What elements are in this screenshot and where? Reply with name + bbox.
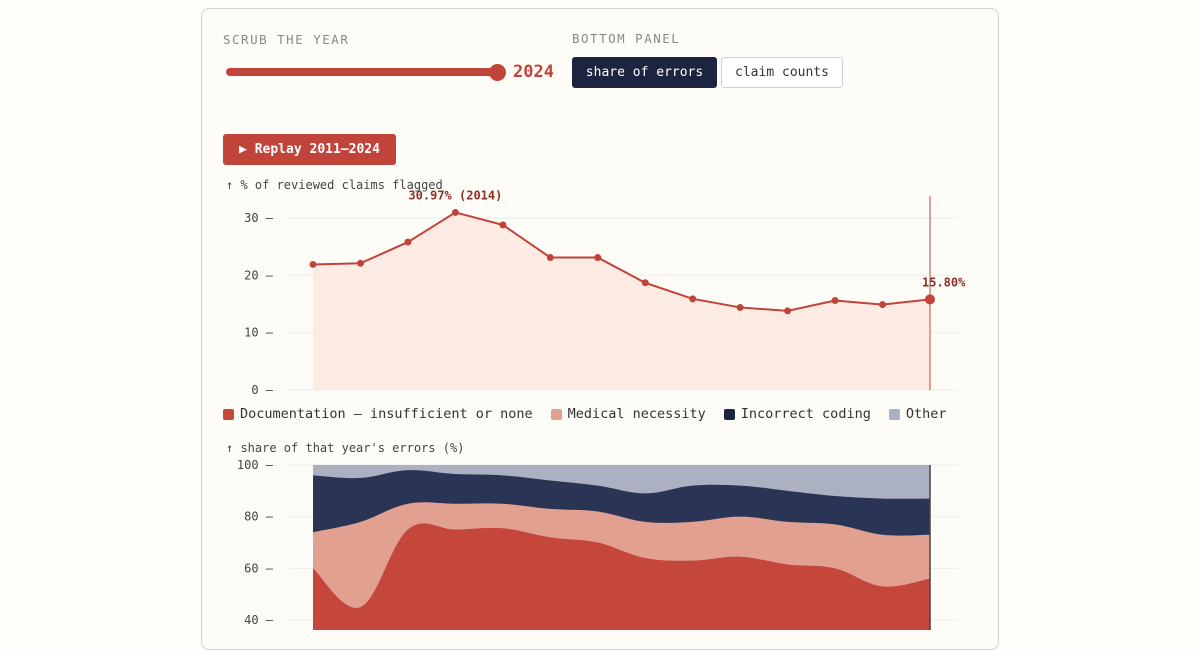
documentation-area	[313, 523, 930, 630]
bottom-y-tick-label: 40 —	[244, 613, 274, 627]
legend-label-incorrect-coding: Incorrect coding	[740, 406, 871, 422]
scrub-label: SCRUB THE YEAR	[223, 32, 350, 47]
flag-rate-point	[736, 303, 744, 311]
legend-item-incorrect-coding[interactable]: Incorrect coding	[723, 406, 871, 422]
top-y-tick-label: 20 —	[244, 268, 274, 282]
current-value-annotation: 15.80%	[922, 275, 966, 289]
top-y-tick-label: 10 —	[244, 326, 274, 340]
legend-item-other[interactable]: Other	[888, 406, 947, 422]
bottom-y-tick-label: 60 —	[244, 561, 274, 575]
legend-item-documentation[interactable]: Documentation — insufficient or none	[223, 406, 533, 422]
share-of-errors-button[interactable]: share of errors	[572, 57, 717, 88]
bottom-y-tick-label: 100 —	[237, 458, 274, 472]
top-y-tick-label: 0 —	[251, 383, 273, 397]
year-value: 2024	[513, 62, 554, 82]
bottom-y-tick-label: 80 —	[244, 510, 274, 524]
year-slider-thumb[interactable]	[489, 64, 506, 81]
claim-counts-button[interactable]: claim counts	[721, 57, 843, 88]
flag-rate-point	[689, 295, 697, 303]
error-share-area-chart: 40 — 60 — 80 — 100 —	[237, 458, 958, 630]
year-slider-track[interactable]	[226, 68, 499, 76]
flag-rate-point	[309, 260, 317, 268]
legend-swatch-incorrect-coding	[723, 408, 735, 420]
flag-rate-point	[594, 254, 602, 262]
flag-rate-line-chart: 0 — 10 — 20 — 30 — 30.97% (2014) 15.80%	[244, 188, 966, 397]
flag-rate-point	[546, 254, 554, 262]
flag-rate-point	[784, 307, 792, 315]
flag-rate-area-fill	[313, 212, 930, 390]
bottom-chart-ylabel: ↑ share of that year's errors (%)	[226, 441, 465, 455]
flag-rate-point	[356, 259, 364, 267]
top-y-tick-label: 30 —	[244, 211, 274, 225]
legend-swatch-documentation	[223, 408, 234, 420]
flag-rate-line	[312, 211, 931, 312]
legend-label-documentation: Documentation — insufficient or none	[240, 406, 533, 422]
flag-rate-point	[831, 297, 839, 305]
flag-rate-point	[404, 238, 412, 246]
flag-rate-point	[499, 221, 507, 229]
legend-label-other: Other	[905, 406, 947, 422]
legend-label-medical-necessity: Medical necessity	[567, 406, 706, 422]
legend-item-medical-necessity[interactable]: Medical necessity	[550, 406, 706, 422]
bottom-panel-label: BOTTOM PANEL	[572, 31, 681, 46]
peak-annotation: 30.97% (2014)	[408, 188, 502, 202]
legend-swatch-medical-necessity	[550, 408, 562, 420]
flag-rate-point	[641, 279, 649, 287]
legend-swatch-other	[888, 408, 900, 420]
replay-button[interactable]: ▶ Replay 2011–2024	[223, 134, 396, 165]
flag-rate-point	[879, 301, 887, 309]
legend: Documentation — insufficient or none Med…	[223, 406, 946, 422]
flag-rate-point	[451, 208, 459, 216]
top-chart-ylabel: ↑ % of reviewed claims flagged	[226, 178, 443, 192]
